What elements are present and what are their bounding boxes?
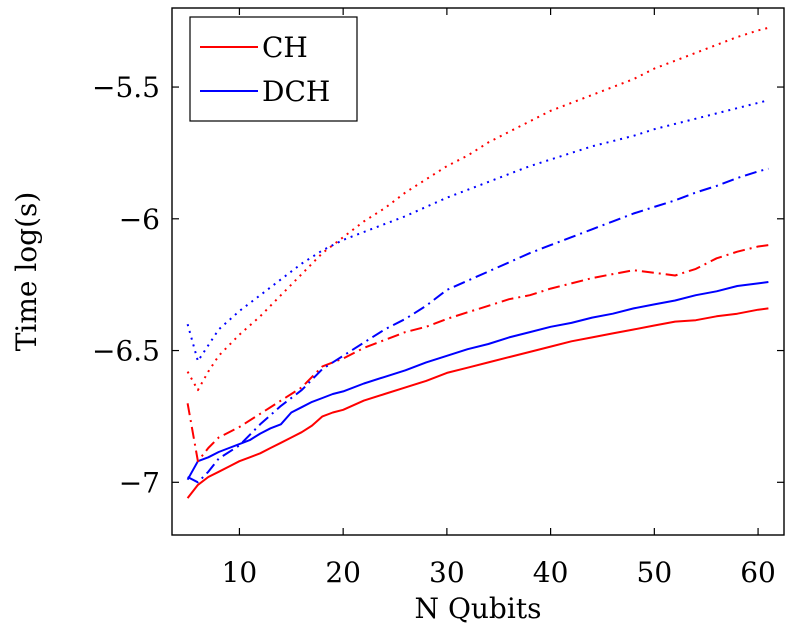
x-tick-label: 30 [429, 556, 465, 589]
y-tick-label: −6.5 [92, 335, 160, 368]
y-tick-label: −7 [119, 466, 160, 499]
x-tick-label: 10 [222, 556, 258, 589]
x-axis-label: N Qubits [415, 592, 542, 625]
series-layer [186, 26, 769, 499]
legend: CH DCH [189, 16, 358, 122]
legend-label-dch: DCH [262, 75, 330, 108]
x-axis-ticks: 10 20 30 40 50 60 [222, 8, 776, 589]
series-line-dch-dotted [186, 99, 769, 363]
legend-label-ch: CH [262, 31, 308, 64]
series-line-dch-dashdot [187, 167, 769, 484]
y-axis-ticks: −7 −6.5 −6 −5.5 [92, 71, 784, 499]
y-tick-label: −5.5 [92, 71, 160, 104]
plot-frame [171, 7, 785, 536]
legend-box [189, 16, 358, 122]
x-tick-label: 20 [325, 556, 361, 589]
series-line-dch-solid [186, 281, 769, 481]
series-line-ch-solid [186, 307, 769, 499]
x-tick-label: 40 [533, 556, 569, 589]
y-tick-label: −6 [119, 203, 160, 236]
y-axis-label: Time log(s) [10, 192, 43, 352]
series-line-ch-dashdot [186, 244, 769, 463]
x-tick-label: 60 [740, 556, 776, 589]
x-tick-label: 50 [637, 556, 673, 589]
